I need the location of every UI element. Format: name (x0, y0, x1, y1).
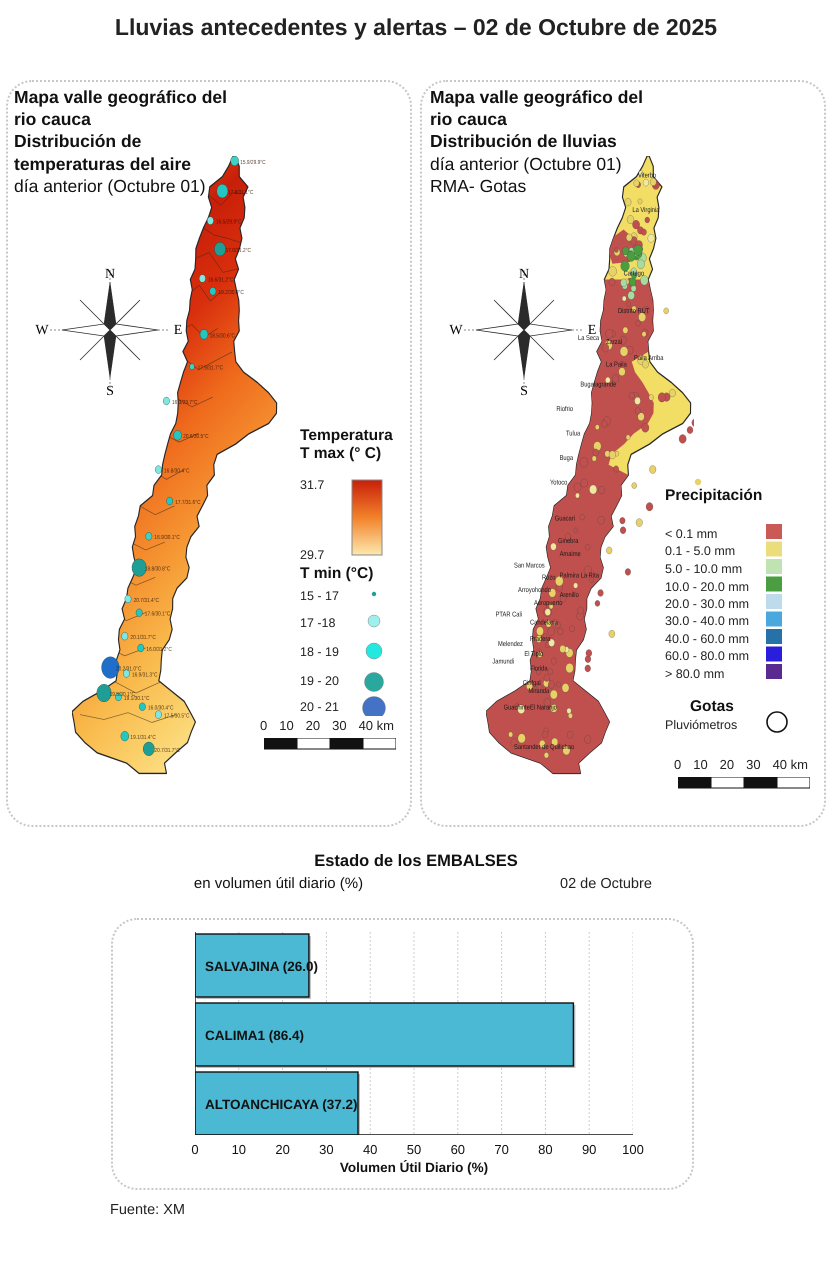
svg-text:16.9/31.3°C: 16.9/31.3°C (132, 671, 158, 678)
svg-text:70: 70 (494, 1142, 508, 1157)
svg-text:CALIMA1 (86.4): CALIMA1 (86.4) (205, 1028, 304, 1043)
svg-text:20.6/30.5°C: 20.6/30.5°C (183, 433, 209, 440)
svg-text:17.8/31.1°C: 17.8/31.1°C (228, 189, 254, 196)
svg-text:Zarzal: Zarzal (606, 337, 622, 346)
svg-text:20.1/31.7°C: 20.1/31.7°C (130, 634, 156, 641)
svg-text:17.0/31.2°C: 17.0/31.2°C (226, 247, 252, 254)
svg-text:W: W (449, 323, 463, 338)
svg-text:16.0/30.4°C: 16.0/30.4°C (148, 705, 174, 712)
svg-text:ALTOANCHICAYA (37.2): ALTOANCHICAYA (37.2) (205, 1097, 358, 1112)
svg-text:17.6/30.1°C: 17.6/30.1°C (145, 611, 171, 618)
svg-text:Bugalagrande: Bugalagrande (580, 379, 616, 388)
svg-text:PTAR Cali: PTAR Cali (496, 610, 523, 619)
svg-text:Miranda: Miranda (528, 686, 549, 695)
svg-text:Viterbo: Viterbo (638, 171, 656, 180)
svg-text:17.5/30.5°C: 17.5/30.5°C (164, 713, 190, 720)
svg-text:19.1/31.4°C: 19.1/31.4°C (130, 734, 156, 741)
svg-text:Paila Arriba: Paila Arriba (634, 353, 663, 362)
svg-text:Ginebra: Ginebra (558, 536, 578, 545)
svg-text:20.2/31.0°C: 20.2/31.0°C (116, 666, 142, 673)
svg-text:Rozo: Rozo (542, 573, 555, 582)
svg-text:Santander de Quilichao: Santander de Quilichao (514, 742, 574, 751)
svg-text:20.7/31.7°C: 20.7/31.7°C (154, 747, 180, 754)
svg-text:Guacari: Guacari (555, 514, 575, 523)
svg-text:La Paila: La Paila (606, 360, 627, 369)
svg-text:18.8/30.8°C: 18.8/30.8°C (145, 566, 171, 573)
svg-text:El Tiplo: El Tiplo (524, 649, 543, 658)
svg-text:Distrito RUT: Distrito RUT (618, 306, 650, 315)
svg-text:Palmira La Rita: Palmira La Rita (560, 571, 599, 580)
svg-text:Jamundi: Jamundi (492, 657, 514, 666)
svg-text:16.8/30.4°C: 16.8/30.4°C (164, 468, 190, 475)
svg-text:Amaime: Amaime (560, 549, 581, 558)
svg-text:19.2/30.0°C: 19.2/30.0°C (218, 289, 244, 296)
svg-text:17.9/31.7°C: 17.9/31.7°C (198, 365, 224, 372)
svg-text:17.7/31.6°C: 17.7/31.6°C (175, 499, 201, 506)
svg-text:20: 20 (275, 1142, 289, 1157)
svg-text:W: W (35, 323, 49, 338)
svg-text:La Virginia: La Virginia (632, 205, 659, 214)
svg-text:18.5/30.6°C: 18.5/30.6°C (210, 332, 236, 339)
svg-text:16.6/31.2°C: 16.6/31.2°C (208, 277, 234, 284)
svg-text:Buga: Buga (560, 453, 573, 462)
svg-text:19.1/30.1°C: 19.1/30.1°C (124, 695, 150, 702)
svg-text:16.3/29.7°C: 16.3/29.7°C (172, 399, 198, 406)
svg-text:Florida: Florida (530, 664, 548, 673)
svg-text:La Seca: La Seca (578, 333, 599, 342)
svg-text:40: 40 (363, 1142, 377, 1157)
svg-text:30: 30 (319, 1142, 333, 1157)
svg-text:10: 10 (232, 1142, 246, 1157)
svg-text:100: 100 (622, 1142, 644, 1157)
svg-text:50: 50 (407, 1142, 421, 1157)
svg-text:Riofrio: Riofrio (556, 404, 573, 413)
svg-text:Tulua: Tulua (566, 428, 580, 437)
svg-text:16.0/31.2°C: 16.0/31.2°C (146, 646, 172, 653)
svg-text:Arroyohondo: Arroyohondo (518, 585, 551, 594)
svg-text:Arenillo: Arenillo (560, 590, 579, 599)
svg-text:16.5/29.9°C: 16.5/29.9°C (216, 219, 242, 226)
svg-text:San Marcos: San Marcos (514, 561, 545, 570)
svg-text:60: 60 (451, 1142, 465, 1157)
svg-text:20.7/31.4°C: 20.7/31.4°C (134, 597, 160, 604)
svg-text:16.9/30.1°C: 16.9/30.1°C (154, 534, 180, 541)
svg-text:80: 80 (538, 1142, 552, 1157)
svg-text:Pradera: Pradera (530, 634, 550, 643)
svg-text:Yotoco: Yotoco (550, 477, 567, 486)
svg-text:15.9/29.9°C: 15.9/29.9°C (240, 159, 266, 166)
svg-text:SALVAJINA (26.0): SALVAJINA (26.0) (205, 959, 318, 974)
svg-text:Guachinte: Guachinte (504, 703, 530, 712)
svg-text:90: 90 (582, 1142, 596, 1157)
svg-text:Candelaria: Candelaria (530, 618, 558, 627)
svg-text:0: 0 (191, 1142, 198, 1157)
svg-text:El Naranjo: El Naranjo (530, 703, 557, 712)
svg-text:Melendez: Melendez (498, 639, 523, 648)
svg-text:Aeropuerto: Aeropuerto (534, 598, 562, 607)
svg-text:Cartago: Cartago (624, 269, 644, 278)
